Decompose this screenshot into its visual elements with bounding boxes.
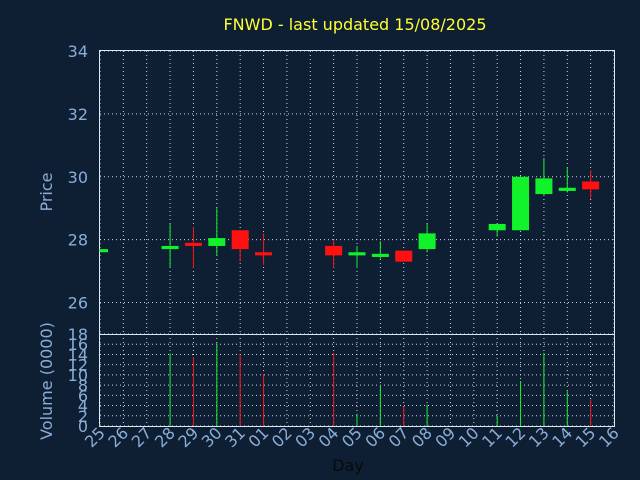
volume-tick-label: 6	[78, 386, 88, 405]
volume-tick-label: 14	[68, 345, 88, 364]
x-tick-labels: 2526272829303101020304050607080910111213…	[81, 423, 623, 451]
price-tick-label: 26	[68, 294, 88, 313]
volume-tick-label: 12	[68, 356, 88, 375]
candle-29	[184, 227, 202, 268]
volume-tick-label: 2	[78, 407, 88, 426]
candle-body	[348, 252, 366, 256]
candle-25	[99, 249, 108, 253]
candle-body	[255, 252, 273, 256]
volume-tick-label: 4	[78, 397, 88, 416]
price-axis-label: Price	[37, 172, 56, 211]
candle-body	[558, 187, 576, 191]
volume-tick-label: 18	[68, 325, 88, 344]
price-tick-label: 32	[68, 105, 88, 124]
candle-body	[582, 181, 600, 190]
candle-body	[535, 178, 553, 195]
price-tick-label: 30	[68, 168, 88, 187]
volume-tick-label: 8	[78, 376, 88, 395]
volume-tick-label: 10	[68, 366, 88, 385]
candle-08	[418, 223, 436, 253]
candle-15	[582, 170, 600, 199]
price-y-ticks: 26 28 30 32 34	[68, 42, 88, 313]
volume-bar-series	[99, 343, 592, 426]
candle-13	[535, 157, 553, 196]
candle-body	[208, 238, 226, 246]
candle-28	[161, 223, 179, 268]
candle-14	[558, 167, 576, 193]
candle-05	[348, 245, 366, 268]
candle-body	[488, 223, 506, 231]
volume-tick-label: 16	[68, 335, 88, 354]
volume-plot-frame	[99, 334, 615, 427]
candle-31	[231, 230, 249, 262]
candle-body	[184, 242, 202, 246]
x-axis-label: Day	[332, 456, 364, 475]
candle-06	[371, 241, 389, 259]
volume-axis-label: Volume (0000)	[37, 322, 56, 440]
candle-12	[512, 176, 530, 231]
x-tick-label: 16	[595, 423, 623, 451]
candle-07	[395, 250, 413, 262]
candle-body	[161, 245, 179, 250]
candle-body	[100, 249, 108, 253]
candle-body	[512, 176, 530, 231]
candle-body	[325, 245, 343, 256]
candle-04	[325, 239, 343, 268]
chart-title: FNWD - last updated 15/08/2025	[223, 15, 486, 34]
candle-11	[488, 223, 506, 237]
volume-tick-label: 0	[78, 417, 88, 436]
price-tick-label: 34	[68, 42, 88, 61]
candle-body	[395, 250, 413, 262]
candle-body	[418, 233, 436, 250]
candlestick-series	[99, 157, 600, 268]
volume-gridlines	[99, 333, 615, 427]
candle-body	[371, 253, 389, 257]
candle-body	[231, 230, 249, 250]
candle-30	[208, 208, 226, 256]
price-tick-label: 28	[68, 231, 88, 250]
candle-01	[255, 233, 273, 265]
